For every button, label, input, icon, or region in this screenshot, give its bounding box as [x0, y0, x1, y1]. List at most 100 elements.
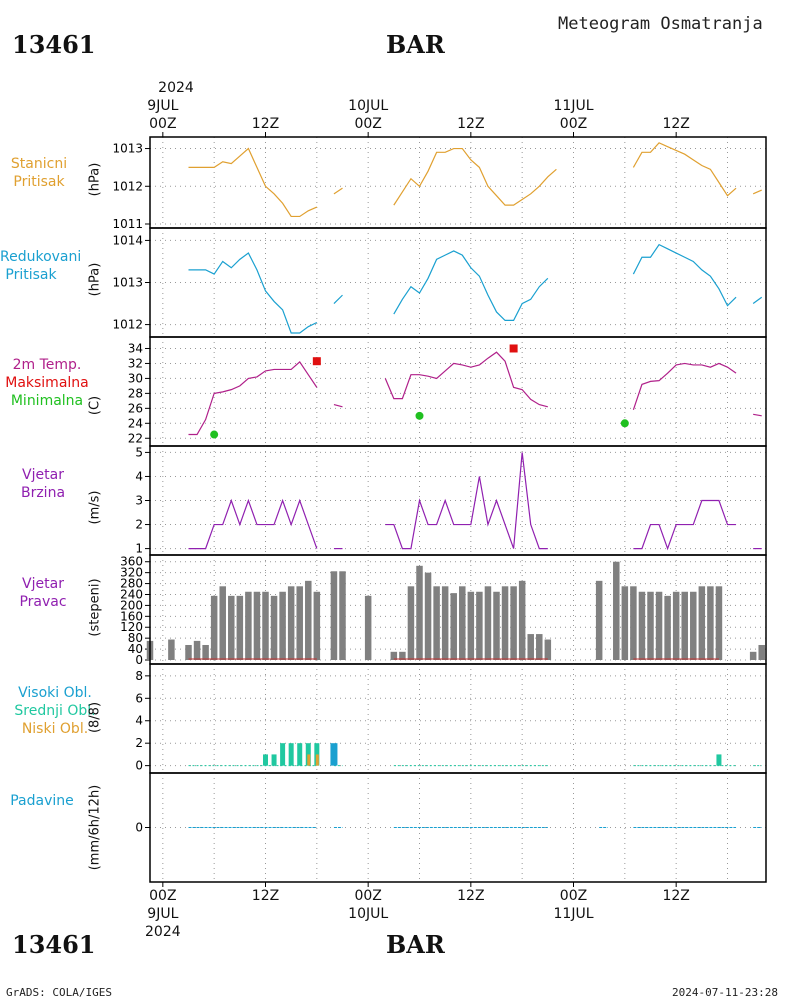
time-label-bottom-hour: 00Z [560, 888, 587, 904]
cloud-mid-bar [263, 754, 268, 766]
station-name-top: BAR [386, 30, 445, 59]
time-label-bottom-hour: 00Z [354, 888, 381, 904]
series-line-reduced_pressure [333, 294, 343, 304]
wind-dir-bar [621, 586, 629, 660]
label-reduced-pressure-2: Pritisak [5, 267, 57, 283]
station-id-top: 13461 [12, 30, 96, 59]
series-line-temperature [632, 362, 737, 411]
y-tick-label: 22 [128, 431, 143, 445]
label-wind-speed-2: Brzina [20, 485, 66, 501]
y-tick-label: 1014 [112, 233, 143, 247]
wind-dir-bar [202, 644, 209, 660]
series-line-station_pressure [393, 147, 557, 206]
time-label-top-day: 10JUL [348, 98, 388, 114]
station-id-bottom: 13461 [12, 930, 96, 959]
wind-dir-bar [287, 586, 295, 660]
cloud-low-bar [307, 754, 311, 766]
y-tick-label: 28 [128, 386, 143, 400]
y-tick-label: 8 [135, 669, 143, 683]
cloud-low-bar [315, 754, 319, 766]
series-line-reduced_pressure [752, 296, 763, 305]
y-tick-label: 34 [128, 341, 143, 355]
y-tick-label: 4 [135, 714, 143, 728]
y-tick-label: 30 [128, 371, 143, 385]
panel-frame [149, 227, 767, 338]
panel-frame [149, 772, 767, 883]
wind-dir-bar [655, 591, 663, 660]
wind-dir-bar [518, 580, 526, 660]
wind-dir-bar [330, 571, 338, 660]
series-line-station_pressure [632, 142, 737, 197]
label-station-pressure-2: Pritisak [13, 174, 65, 190]
min-temp-marker [210, 430, 219, 439]
y-tick-label: 200 [120, 598, 143, 612]
series-line-temperature [384, 351, 548, 408]
y-tick-label: 4 [135, 469, 143, 483]
label-precip-1: Padavine [10, 793, 74, 809]
wind-dir-bar [501, 586, 509, 660]
wind-dir-bar [279, 591, 286, 660]
label-station-pressure: Stanicni Pritisak [0, 155, 78, 191]
footer-credit: GrADS: COLA/IGES [6, 986, 112, 999]
y-tick-label: 3 [135, 494, 143, 508]
label-reduced-pressure-1: Redukovani [0, 249, 82, 265]
wind-dir-bar [433, 586, 440, 660]
label-wind-speed-1: Vjetar [22, 467, 64, 483]
wind-dir-bar [630, 586, 637, 660]
panel-precip: 0 [135, 772, 767, 883]
y-tick-label: 1012 [112, 179, 143, 193]
series-line-station_pressure [188, 147, 318, 218]
time-label-top-hour: 12Z [252, 116, 279, 132]
panel-frame [149, 663, 767, 774]
series-line-temperature [753, 413, 762, 417]
y-tick-label: 1013 [112, 276, 143, 290]
cloud-mid-bar [288, 743, 294, 766]
wind-dir-bar [399, 651, 406, 660]
panel-frame [149, 136, 767, 229]
label-wind-dir-1: Vjetar [22, 576, 64, 592]
y-tick-label: 40 [128, 642, 143, 656]
wind-dir-bar [339, 571, 346, 660]
time-label-bottom-day: 9JUL [147, 906, 178, 922]
y-tick-label: 26 [128, 401, 143, 415]
label-temperature-2: Maksimalna [5, 375, 89, 391]
label-wind-dir: Vjetar Pravac [0, 575, 86, 611]
max-temp-marker [509, 344, 518, 353]
wind-dir-bar [168, 639, 175, 660]
y-tick-label: 280 [120, 577, 143, 591]
y-tick-label: 5 [135, 445, 143, 459]
label-clouds-3: Niski Obl. [21, 721, 89, 737]
max-temp-marker [312, 357, 321, 366]
wind-dir-bar [313, 591, 321, 660]
wind-dir-bar [450, 593, 457, 660]
time-label-bottom-day: 10JUL [348, 906, 388, 922]
time-label-bottom-year: 2024 [145, 924, 181, 940]
y-tick-label: 1013 [112, 142, 143, 156]
label-temperature-1: 2m Temp. [12, 357, 82, 373]
series-line-reduced_pressure [188, 252, 318, 334]
y-tick-label: 2 [135, 736, 143, 750]
wind-dir-bar [527, 634, 534, 660]
min-temp-marker [620, 419, 629, 428]
time-label-top-hour: 12Z [457, 116, 484, 132]
label-wind-speed: Vjetar Brzina [0, 466, 86, 502]
cloud-mid-bar [280, 743, 286, 766]
wind-dir-bar [210, 595, 218, 660]
y-tick-label: 240 [120, 587, 143, 601]
y-tick-label: 1 [135, 542, 143, 556]
time-label-top-day: 9JUL [147, 98, 178, 114]
cloud-mid-bar [297, 743, 303, 766]
cloud-high-bar [330, 743, 338, 766]
wind-dir-bar [185, 644, 192, 660]
wind-dir-bar [416, 565, 423, 660]
wind-dir-bar [672, 591, 680, 660]
time-label-bottom-hour: 12Z [662, 888, 689, 904]
wind-dir-bar [715, 586, 723, 660]
wind-dir-bar [536, 634, 543, 660]
panel-clouds: 0 2 4 6 8 [135, 663, 767, 774]
y-tick-label: 2 [135, 518, 143, 532]
panel-frame [149, 445, 767, 556]
wind-dir-bar [647, 591, 654, 660]
time-label-bottom-hour: 12Z [252, 888, 279, 904]
time-label-bottom-day: 11JUL [554, 906, 594, 922]
